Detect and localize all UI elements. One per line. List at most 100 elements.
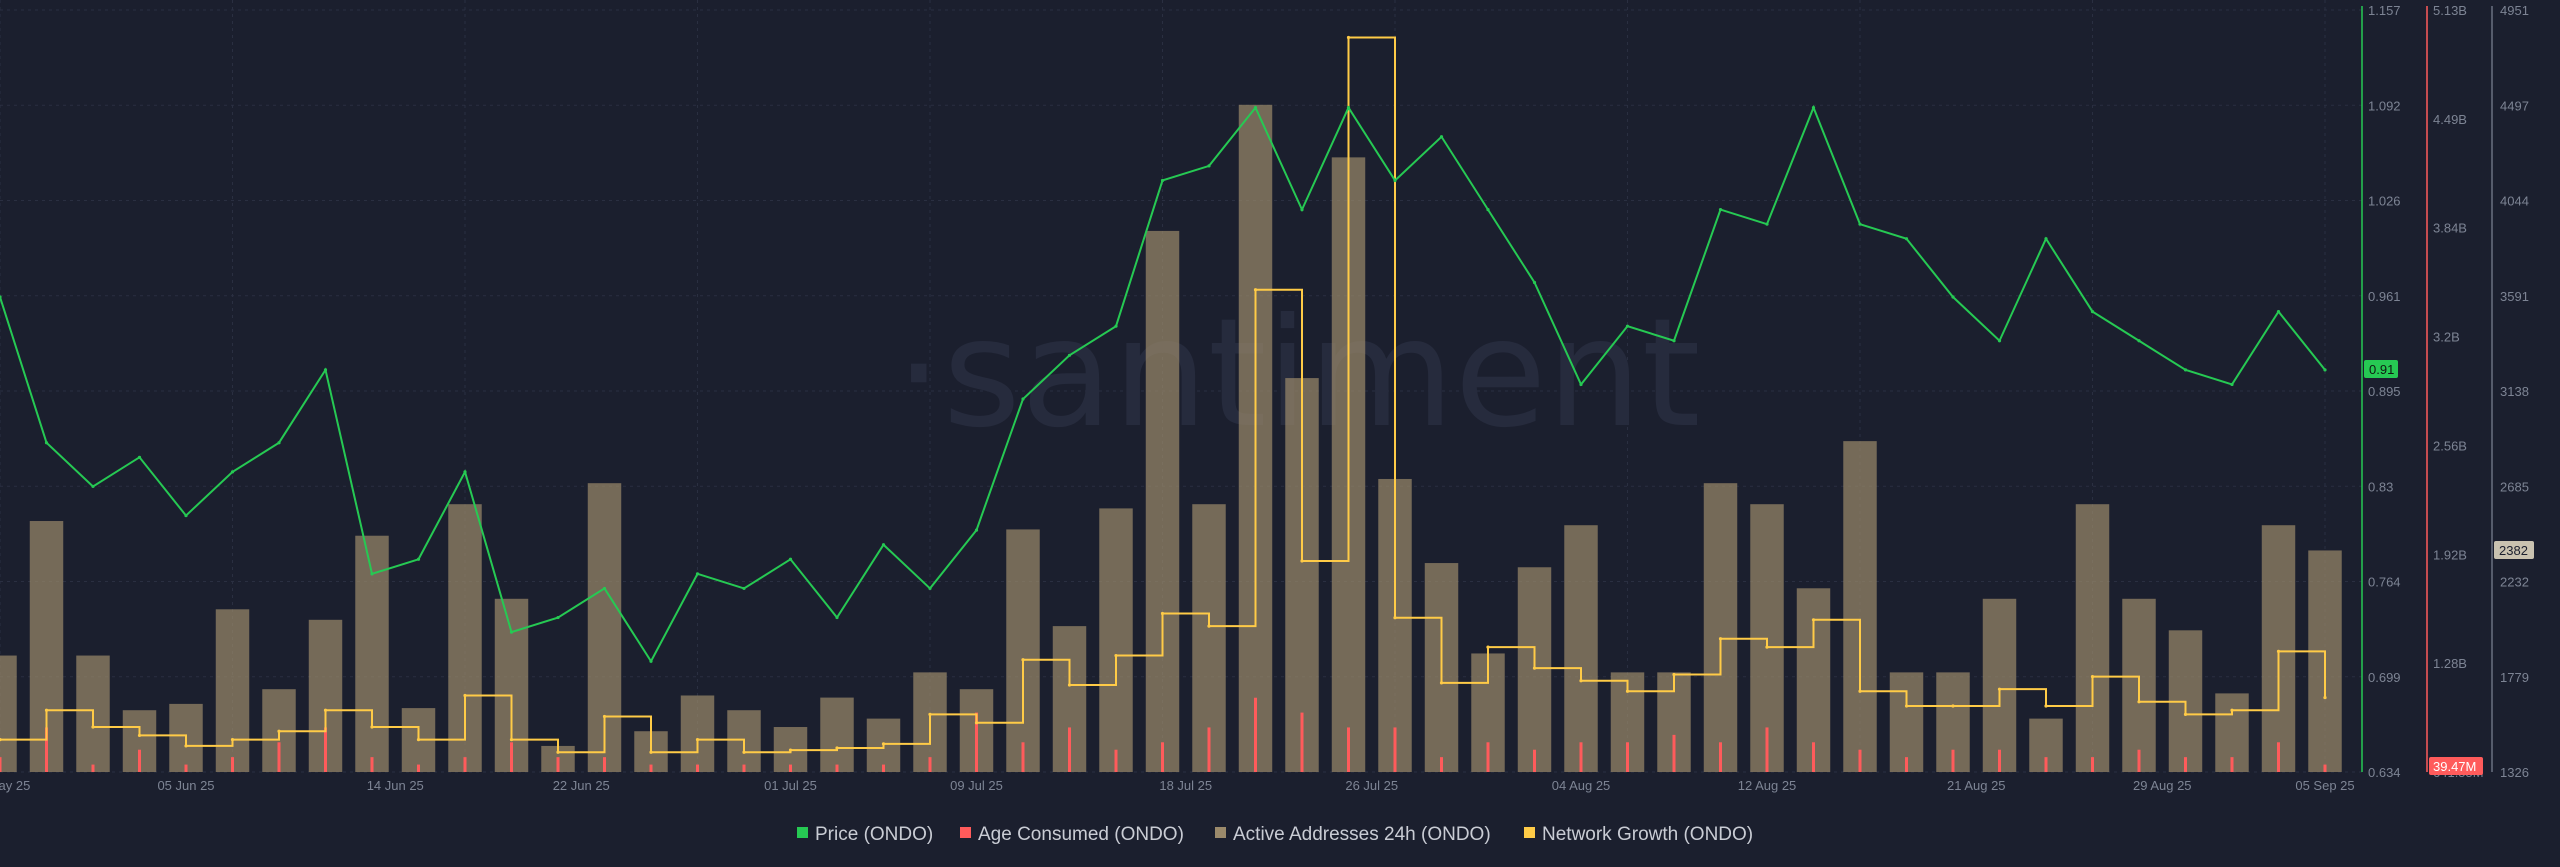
age-consumed-tick-label: 4.49B [2433, 112, 2467, 127]
network-growth-series [0, 35, 2327, 754]
price-tick-label: 1.157 [2368, 3, 2401, 18]
price-point [91, 484, 95, 489]
network-growth-point [1532, 666, 1537, 670]
age-consumed-bar [1858, 749, 1862, 772]
age-consumed-badge-value: 39.47M [2433, 759, 2476, 774]
age-consumed-bar [1998, 749, 2001, 772]
network-growth-point [137, 733, 142, 738]
x-tick-label: 14 Jun 25 [367, 778, 424, 793]
age-consumed-bar [1347, 727, 1350, 772]
age-consumed-bar [1021, 742, 1025, 772]
age-consumed-bar [2137, 749, 2141, 772]
legend-item-age-consumed[interactable]: Age Consumed (ONDO) [960, 824, 1184, 845]
active-addresses-tick-label: 4044 [2500, 194, 2529, 209]
network-growth-point [602, 714, 607, 719]
legend-swatch-age-consumed [960, 827, 971, 838]
age-consumed-bar [2091, 757, 2094, 772]
network-growth-point [44, 708, 49, 712]
age-consumed-bar [975, 712, 978, 772]
price-badge-value: 0.91 [2369, 362, 2394, 377]
network-growth-point [556, 750, 560, 754]
legend-item-network-growth[interactable]: Network Growth (ONDO) [1524, 824, 1753, 845]
active-addresses-bar [680, 695, 715, 772]
active-addresses-bar [1889, 672, 1924, 772]
right-axes: 1.157 1.092 1.026 0.961 0.895 0.83 0.764 0.699 0… [2361, 3, 2529, 780]
active-addresses-badge-value: 2382 [2499, 543, 2528, 558]
network-growth-point [416, 738, 421, 742]
price-point [788, 557, 793, 561]
price-point [1997, 339, 2002, 343]
price-badge: 0.91 [2364, 360, 2398, 378]
age-consumed-bar [882, 764, 885, 772]
active-addresses-axis-ticks: 4951 4497 4044 3591 3138 2685 2232 1779 1326 [2500, 3, 2529, 780]
x-tick-label: 05 Jun 25 [157, 778, 214, 793]
price-point [1021, 397, 1025, 401]
age-consumed-bar [649, 764, 653, 772]
age-consumed-bar [231, 757, 234, 772]
network-growth-point [0, 738, 2, 742]
network-growth-point [1486, 645, 1490, 649]
price-point [184, 513, 188, 518]
price-badge-bg [2364, 360, 2398, 378]
age-consumed-bar [1114, 749, 1118, 772]
age-consumed-bar [1068, 727, 1071, 772]
network-growth-point [2276, 649, 2281, 653]
price-point [1672, 339, 1676, 343]
age-consumed-bar [1440, 757, 1443, 772]
age-consumed-tick-label: 1.92B [2433, 547, 2467, 562]
active-addresses-tick-label: 2232 [2500, 575, 2529, 590]
network-growth-point [370, 725, 374, 729]
network-growth-point [1765, 645, 1769, 649]
x-tick-label: 21 Aug 25 [1947, 778, 2006, 793]
active-addresses-tick-label: 4497 [2500, 98, 2529, 113]
price-tick-label: 0.895 [2368, 384, 2401, 399]
legend-item-price[interactable]: Price (ONDO) [797, 824, 933, 845]
network-growth-point [2137, 700, 2141, 704]
price-point [1160, 178, 1165, 183]
age-consumed-bar [324, 727, 327, 772]
age-consumed-bar [1393, 727, 1397, 772]
network-growth-point [2090, 674, 2095, 679]
age-consumed-bar [1207, 727, 1211, 772]
active-addresses-tick-label: 3138 [2500, 384, 2529, 399]
price-tick-label: 0.83 [2368, 479, 2393, 494]
network-growth-point [1021, 658, 1025, 662]
price-tick-label: 0.634 [2368, 765, 2401, 780]
x-tick-label: 28 May 25 [0, 778, 30, 793]
price-point [1439, 135, 1444, 139]
price-point [323, 368, 328, 372]
price-point [556, 615, 560, 620]
active-addresses-bar [1564, 525, 1598, 772]
price-point [1207, 164, 1211, 168]
network-growth-point [230, 738, 235, 742]
price-tick-label: 0.764 [2368, 575, 2401, 590]
network-growth-point [509, 738, 514, 742]
price-point [1625, 324, 1630, 328]
age-consumed-tick-label: 2.56B [2433, 438, 2467, 453]
price-point [1718, 208, 1723, 212]
active-addresses-bar [2261, 525, 2296, 772]
age-consumed-bar [696, 764, 699, 772]
active-addresses-tick-label: 1779 [2500, 670, 2529, 685]
price-point [2183, 368, 2188, 372]
age-consumed-badge: 39.47M [2429, 757, 2483, 775]
age-consumed-tick-label: 3.2B [2433, 330, 2460, 345]
price-point [1067, 353, 1072, 357]
age-consumed-series [0, 697, 2327, 772]
price-point [695, 572, 700, 576]
network-growth-point [1393, 616, 1397, 620]
price-point [1904, 237, 1909, 241]
price-point [1951, 295, 1955, 299]
age-consumed-bar [45, 727, 48, 772]
price-point [1114, 324, 1118, 328]
network-growth-point [835, 746, 839, 750]
price-tick-label: 1.092 [2368, 98, 2401, 113]
price-point [416, 557, 421, 561]
network-growth-point [1579, 679, 1583, 683]
network-growth-point [1904, 704, 1909, 708]
network-growth-point [1439, 681, 1444, 685]
price-point [881, 543, 886, 547]
x-tick-label: 22 Jun 25 [553, 778, 610, 793]
age-consumed-bar [1579, 742, 1583, 772]
legend-item-active-addresses[interactable]: Active Addresses 24h (ONDO) [1215, 824, 1491, 845]
